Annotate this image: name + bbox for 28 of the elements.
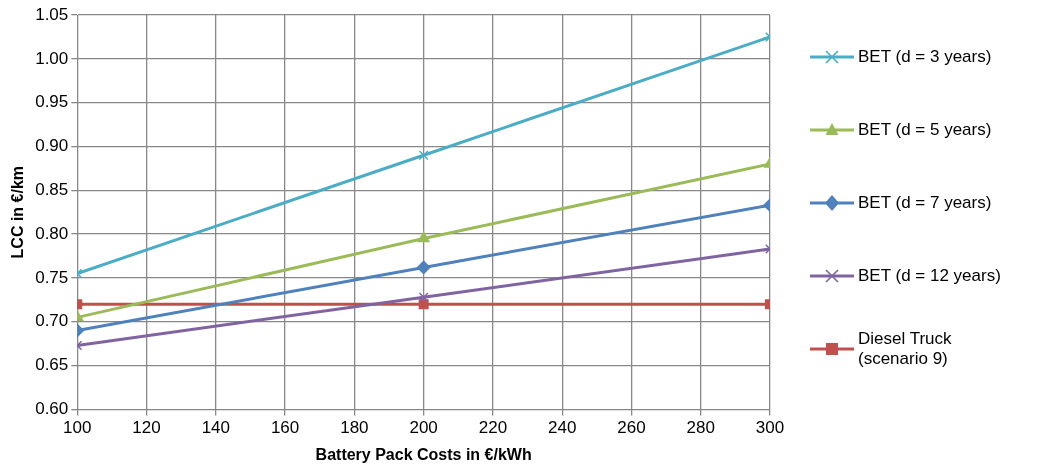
x-axis-title: Battery Pack Costs in €/kWh — [315, 445, 532, 463]
y-tick-label: 0.75 — [35, 267, 69, 287]
legend-label: BET (d = 3 years) — [858, 46, 993, 67]
legend-label: BET (d = 7 years) — [858, 192, 993, 213]
x-tick-label: 120 — [132, 418, 161, 438]
y-tick-label: 0.80 — [35, 223, 69, 243]
y-tick-label: 0.95 — [35, 92, 69, 112]
y-tick-label: 1.05 — [35, 4, 69, 24]
x-tick-label: 180 — [340, 418, 369, 438]
x-tick-label: 100 — [63, 418, 92, 438]
y-tick-label: 0.65 — [35, 355, 69, 375]
y-tick-label: 0.85 — [35, 179, 69, 199]
y-tick-label: 0.90 — [35, 136, 69, 156]
x-tick-label: 300 — [755, 418, 785, 438]
x-tick-label: 260 — [617, 418, 646, 438]
y-tick-label: 1.00 — [35, 48, 69, 68]
y-tick-label: 0.70 — [35, 311, 69, 331]
y-tick-label: 0.60 — [35, 399, 69, 419]
x-tick-label: 140 — [201, 418, 231, 438]
x-tick-label: 220 — [478, 418, 508, 438]
y-axis-title: LCC in €/km — [9, 165, 27, 259]
x-tick-label: 240 — [548, 418, 577, 438]
legend-label: BET (d = 12 years) — [858, 265, 1002, 286]
x-tick-label: 200 — [409, 418, 438, 438]
x-tick-label: 160 — [270, 418, 300, 438]
legend-label: Diesel Truck (scenario 9) — [858, 328, 953, 369]
legend-label: BET (d = 5 years) — [858, 119, 993, 140]
x-tick-label: 280 — [686, 418, 715, 438]
